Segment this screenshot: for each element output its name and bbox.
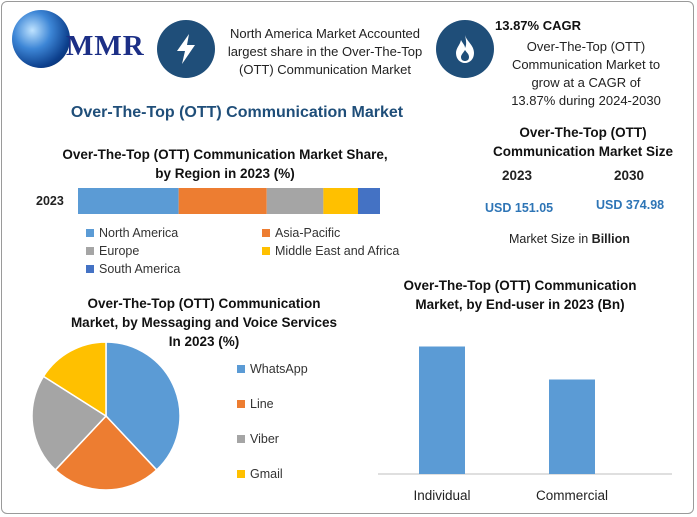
enduser-chart-title: Over-The-Top (OTT) Communication Market,…: [403, 278, 637, 312]
pie-slice-line: [54, 414, 158, 491]
cagr-headline: 13.87% CAGR: [495, 18, 581, 33]
x-tick-label-commercial: Commercial: [536, 488, 608, 503]
legend-swatch: [237, 365, 245, 373]
messaging-chart-title: Over-The-Top (OTT) Communication Market,…: [70, 296, 338, 349]
legend-label: WhatsApp: [250, 362, 308, 376]
pie-slice-gmail: [42, 341, 107, 418]
unit-note-prefix: Market Size in: [509, 232, 592, 246]
legend-swatch: [237, 470, 245, 478]
legend-swatch: [86, 229, 94, 237]
legend-item-viber: Viber: [237, 432, 279, 446]
legend-label: Line: [250, 397, 274, 411]
legend-item-europe: Europe: [86, 244, 139, 258]
legend-swatch: [237, 400, 245, 408]
legend-label: Viber: [250, 432, 279, 446]
region-chart-title: Over-The-Top (OTT) Communication Market …: [62, 147, 388, 181]
market-size-value-2023: USD 151.05: [485, 201, 554, 215]
legend-item-whatsapp: WhatsApp: [237, 362, 308, 376]
legend-item-line: Line: [237, 397, 274, 411]
legend-label: Asia-Pacific: [275, 226, 341, 240]
bar-segment-middle-east-and-africa: [323, 188, 358, 214]
pie-slice-viber: [31, 375, 108, 472]
unit-note-bold: Billion: [591, 232, 630, 246]
messaging-pie-chart: [31, 341, 181, 491]
pie-slice-whatsapp: [105, 341, 181, 472]
page-title: Over-The-Top (OTT) Communication Market: [70, 104, 404, 121]
legend-swatch: [262, 229, 270, 237]
legend-swatch: [86, 265, 94, 273]
flame-icon: [436, 20, 494, 78]
enduser-bar-chart: Individual Commercial: [378, 346, 672, 503]
bar-segment-south-america: [357, 188, 380, 214]
header-card-region-text: North America Market Accounted largest s…: [227, 26, 423, 77]
legend-swatch: [237, 435, 245, 443]
legend-label: South America: [99, 262, 181, 276]
x-tick-label-individual: Individual: [413, 488, 470, 503]
market-size-unit-note: Market Size in Billion: [509, 232, 630, 246]
legend-label: Middle East and Africa: [275, 244, 400, 258]
legend-item-south-america: South America: [86, 262, 180, 276]
legend-item-asia-pacific: Asia-Pacific: [262, 226, 340, 240]
lightning-icon: [157, 20, 215, 78]
legend-label: Europe: [99, 244, 140, 258]
region-chart-year-label: 2023: [36, 194, 64, 208]
legend-item-gmail: Gmail: [237, 467, 283, 481]
legend-swatch: [86, 247, 94, 255]
bar-segment-north-america: [78, 188, 179, 214]
bar-individual: [419, 346, 465, 474]
cagr-description: Over-The-Top (OTT) Communication Market …: [511, 39, 661, 108]
bar-segment-asia-pacific: [178, 188, 267, 214]
market-size-year-2030: 2030: [614, 168, 645, 183]
bar-segment-europe: [266, 188, 324, 214]
legend-label: North America: [99, 226, 179, 240]
legend-item-north-america: North America: [86, 226, 178, 240]
legend-swatch: [262, 247, 270, 255]
market-size-title: Over-The-Top (OTT) Communication Market …: [492, 125, 674, 159]
globe-logo-icon: [12, 10, 70, 68]
market-size-year-2023: 2023: [502, 168, 533, 183]
market-size-value-2030: USD 374.98: [596, 198, 665, 212]
brand-logo-text: MMR: [66, 30, 145, 62]
legend-item-middle-east-and-africa: Middle East and Africa: [262, 244, 399, 258]
region-stacked-bar-chart: [78, 188, 380, 214]
legend-label: Gmail: [250, 467, 283, 481]
bar-commercial: [549, 379, 595, 474]
